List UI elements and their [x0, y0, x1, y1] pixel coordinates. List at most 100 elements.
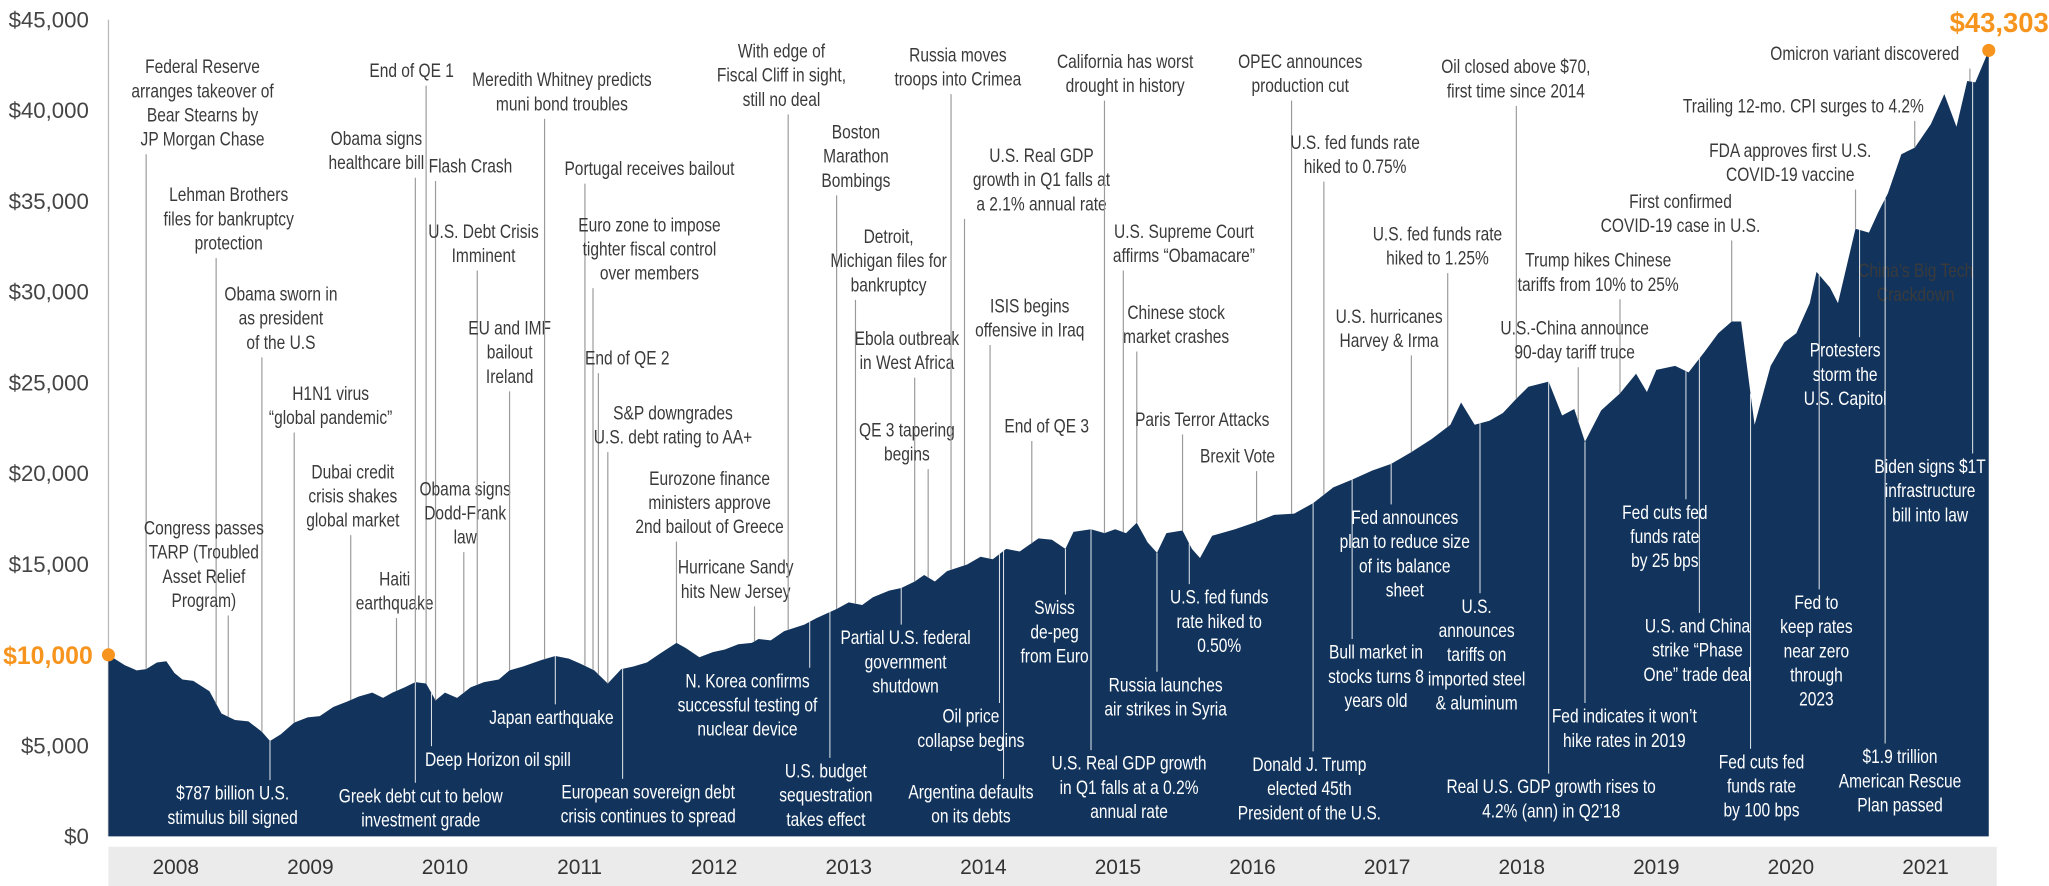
x-tick-label: 2018 — [1498, 856, 1544, 879]
annotation-text: Japan earthquake — [489, 706, 613, 728]
annotation-text: Donald J. Trump elected 45th President of … — [1238, 753, 1381, 823]
annotation: U.S. announces tariffs on imported steel & a… — [1428, 595, 1526, 714]
annotation-line: hiked to 0.75% — [1304, 156, 1407, 178]
annotation: Portugal receives bailout — [564, 158, 734, 180]
annotation-text: Fed announces plan to reduce size of its b… — [1340, 507, 1470, 601]
annotation-line: hiked to 1.25% — [1386, 247, 1489, 269]
annotation-line: U.S. hurricanes — [1336, 305, 1443, 327]
annotation-line: files for bankruptcy — [164, 208, 295, 230]
x-tick-label: 2021 — [1902, 856, 1948, 879]
x-tick-label: 2011 — [557, 856, 602, 879]
annotation: Deep Horizon oil spill — [425, 748, 571, 770]
annotation-text: U.S. hurricanes Harvey & Irma — [1336, 305, 1443, 351]
annotation-text: Portugal receives bailout — [564, 158, 734, 180]
annotation-text: U.S.-China announce 90-day tariff truce — [1500, 317, 1648, 363]
annotation-text: Deep Horizon oil spill — [425, 748, 571, 770]
annotation: Paris Terror Attacks — [1135, 409, 1270, 431]
annotation-line: Fed to — [1794, 591, 1838, 613]
annotation: Oil closed above $70, first time since 20… — [1441, 56, 1590, 102]
annotation-line: sheet — [1386, 579, 1424, 601]
annotation-line: on its debts — [931, 805, 1011, 827]
annotation-line: First confirmed — [1629, 190, 1732, 212]
annotation-line: Fed cuts fed — [1622, 501, 1707, 523]
annotation: End of QE 3 — [1004, 415, 1089, 437]
annotation-line: earthquake — [356, 592, 434, 614]
annotation-line: of the U.S — [246, 331, 315, 353]
annotation-line: U.S.-China announce — [1500, 317, 1648, 339]
annotation-line: storm the — [1813, 363, 1878, 385]
annotation: Omicron variant discovered — [1770, 43, 1959, 65]
annotation-line: by 100 bps — [1724, 799, 1800, 821]
annotation-line: Donald J. Trump — [1252, 753, 1366, 775]
annotation-line: government — [865, 651, 947, 673]
annotation-line: Marathon — [823, 145, 889, 167]
annotation-line: & aluminum — [1436, 692, 1518, 714]
y-tick-label: $35,000 — [9, 189, 89, 214]
annotation-line: Greek debt cut to below — [339, 785, 503, 807]
annotation: Federal Reserve arranges takeover of Bear … — [131, 56, 274, 150]
annotation-line: Obama sworn in — [224, 283, 337, 305]
annotation: Ebola outbreak in West Africa — [855, 327, 960, 373]
y-tick-label: $40,000 — [9, 98, 89, 123]
annotation-text: N. Korea confirms successful testing of nu… — [678, 670, 818, 740]
annotation-text: Oil price collapse begins — [917, 705, 1024, 751]
annotation-line: Euro zone to impose — [578, 214, 720, 236]
annotation-line: Oil closed above $70, — [1441, 56, 1590, 78]
annotation-text: ISIS begins offensive in Iraq — [975, 295, 1084, 341]
annotation: China’s Big Tech Crackdown — [1858, 260, 1973, 306]
annotation: N. Korea confirms successful testing of nu… — [678, 670, 818, 740]
annotation-line: 2023 — [1799, 688, 1834, 710]
annotation-text: Argentina defaults on its debts — [908, 781, 1033, 827]
annotation-text: Swiss de-peg from Euro — [1020, 597, 1088, 667]
annotation-text: Lehman Brothers files for bankruptcy prote… — [164, 184, 295, 254]
annotation-line: Flash Crash — [429, 155, 513, 177]
annotation-line: China’s Big Tech — [1858, 260, 1973, 282]
annotation-line: U.S. fed funds rate — [1290, 131, 1419, 153]
annotation: Detroit, Michigan files for bankruptcy — [830, 226, 947, 296]
annotation-line: offensive in Iraq — [975, 319, 1084, 341]
annotation-text: Real U.S. GDP growth rises to 4.2% (ann) … — [1446, 776, 1655, 822]
annotation: U.S. Real GDP growth in Q1 falls at a 2.1%… — [973, 145, 1110, 215]
annotation-text: Fed to keep rates near zero through 2023 — [1780, 591, 1853, 710]
annotation-line: $1.9 trillion — [1862, 746, 1937, 768]
annotation-line: plan to reduce size — [1340, 531, 1470, 553]
annotation-line: U.S. Real GDP growth — [1052, 752, 1207, 774]
annotation-line: Eurozone finance — [649, 467, 770, 489]
annotation-text: California has worst drought in history — [1057, 50, 1193, 96]
annotation-text: European sovereign debt crisis continues … — [561, 781, 736, 827]
annotation-line: healthcare bill — [328, 152, 424, 174]
annotation-line: Bear Stearns by — [147, 104, 259, 126]
annotation-text: FDA approves first U.S. COVID-19 vaccine — [1709, 139, 1871, 185]
annotation-text: Chinese stock market crashes — [1123, 301, 1229, 347]
annotation-line: Fiscal Cliff in sight, — [717, 64, 846, 86]
annotation-text: Fed cuts fed funds rate by 25 bps — [1622, 501, 1707, 571]
annotation-line: troops into Crimea — [894, 68, 1021, 90]
annotation-line: sequestration — [779, 784, 872, 806]
annotation-line: End of QE 1 — [369, 60, 454, 82]
annotation-line: Federal Reserve — [145, 56, 260, 78]
annotation-line: U.S. Supreme Court — [1114, 220, 1254, 242]
annotation-line: S&P downgrades — [613, 402, 733, 424]
annotation-line: Ebola outbreak — [855, 327, 960, 349]
annotation-line: annual rate — [1090, 801, 1168, 823]
annotation: U.S. fed funds rate hiked to 1.25% — [1373, 223, 1502, 269]
annotation-line: Detroit, — [864, 226, 914, 248]
annotation-line: as president — [239, 307, 324, 329]
annotation-line: Haiti — [379, 568, 410, 590]
annotation-line: Fed cuts fed — [1719, 751, 1804, 773]
annotation-text: Protesters storm the U.S. Capitol — [1804, 339, 1887, 409]
annotation-line: “global pandemic” — [269, 407, 393, 429]
annotation-text: Oil closed above $70, first time since 20… — [1441, 56, 1590, 102]
annotation: Argentina defaults on its debts — [908, 781, 1033, 827]
annotation-line: President of the U.S. — [1238, 802, 1381, 824]
y-tick-label: $25,000 — [9, 370, 89, 395]
annotation: U.S. hurricanes Harvey & Irma — [1336, 305, 1443, 351]
x-tick-label: 2012 — [691, 856, 737, 879]
annotation-line: Congress passes — [144, 517, 264, 539]
annotation-line: $787 billion U.S. — [176, 782, 289, 804]
annotation-line: Russia moves — [909, 44, 1007, 66]
annotation-text: Fed indicates it won’t hike rates in 2019 — [1552, 705, 1697, 751]
annotation-text: Obama signs healthcare bill — [328, 128, 424, 174]
annotation-line: Trump hikes Chinese — [1525, 249, 1671, 271]
